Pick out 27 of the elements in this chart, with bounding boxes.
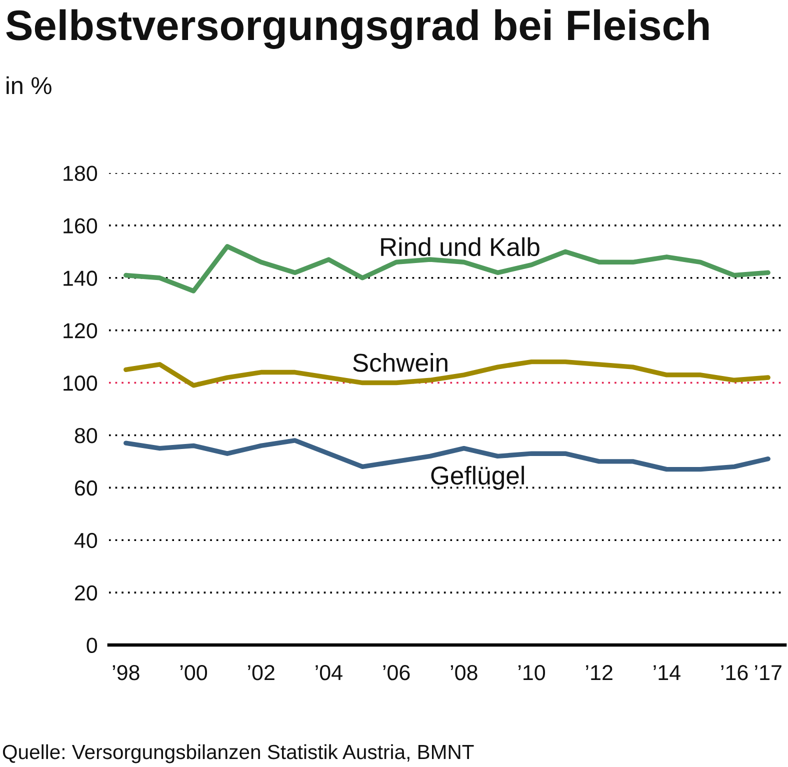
y-tick-label: 40 xyxy=(74,532,98,548)
series-label: Geflügel xyxy=(431,466,524,490)
y-tick-label: 60 xyxy=(75,480,98,496)
series-label: Rind und Kalb xyxy=(381,237,540,256)
y-tick-label: 80 xyxy=(74,428,98,444)
x-tick-label: ’16 xyxy=(721,665,748,680)
x-tick-label: ’10 xyxy=(518,665,546,680)
x-tick-label: ’98 xyxy=(112,665,140,680)
x-tick-label: ’08 xyxy=(450,665,478,680)
chart-title: Selbstversorgungsgrad bei Fleisch xyxy=(6,9,709,49)
y-tick-label: 20 xyxy=(75,585,98,601)
x-tick-label: ’06 xyxy=(383,665,410,680)
x-tick-label: ’04 xyxy=(316,665,342,680)
x-tick-label: ’12 xyxy=(586,665,612,680)
y-tick-label: 0 xyxy=(86,638,98,654)
y-tick-label: 140 xyxy=(64,270,98,286)
x-tick-label: ’14 xyxy=(654,665,680,680)
chart-subtitle: in % xyxy=(6,76,52,94)
x-tick-label: ’00 xyxy=(180,665,208,680)
y-tick-label: 100 xyxy=(64,376,98,391)
y-tick-label: 180 xyxy=(64,166,98,182)
y-tick-label: 160 xyxy=(64,218,98,234)
x-tick-label: ’17 xyxy=(755,665,782,680)
x-tick-label: ’02 xyxy=(248,665,274,680)
source-note: Quelle: Versorgungsbilanzen Statistik Austria, BMNT xyxy=(2,744,474,764)
series-label: Schwein xyxy=(353,353,448,372)
y-tick-label: 120 xyxy=(64,323,98,338)
